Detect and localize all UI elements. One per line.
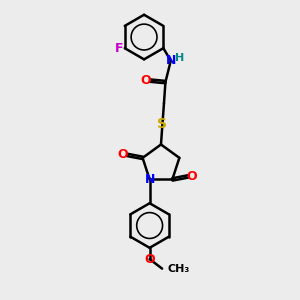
Text: S: S [158,117,167,131]
Text: O: O [140,74,151,87]
Text: O: O [118,148,128,161]
Text: CH₃: CH₃ [167,264,190,274]
Text: N: N [166,54,176,67]
Text: N: N [144,173,155,186]
Text: O: O [144,253,155,266]
Text: F: F [115,42,124,55]
Text: O: O [187,170,197,183]
Text: H: H [175,53,184,63]
